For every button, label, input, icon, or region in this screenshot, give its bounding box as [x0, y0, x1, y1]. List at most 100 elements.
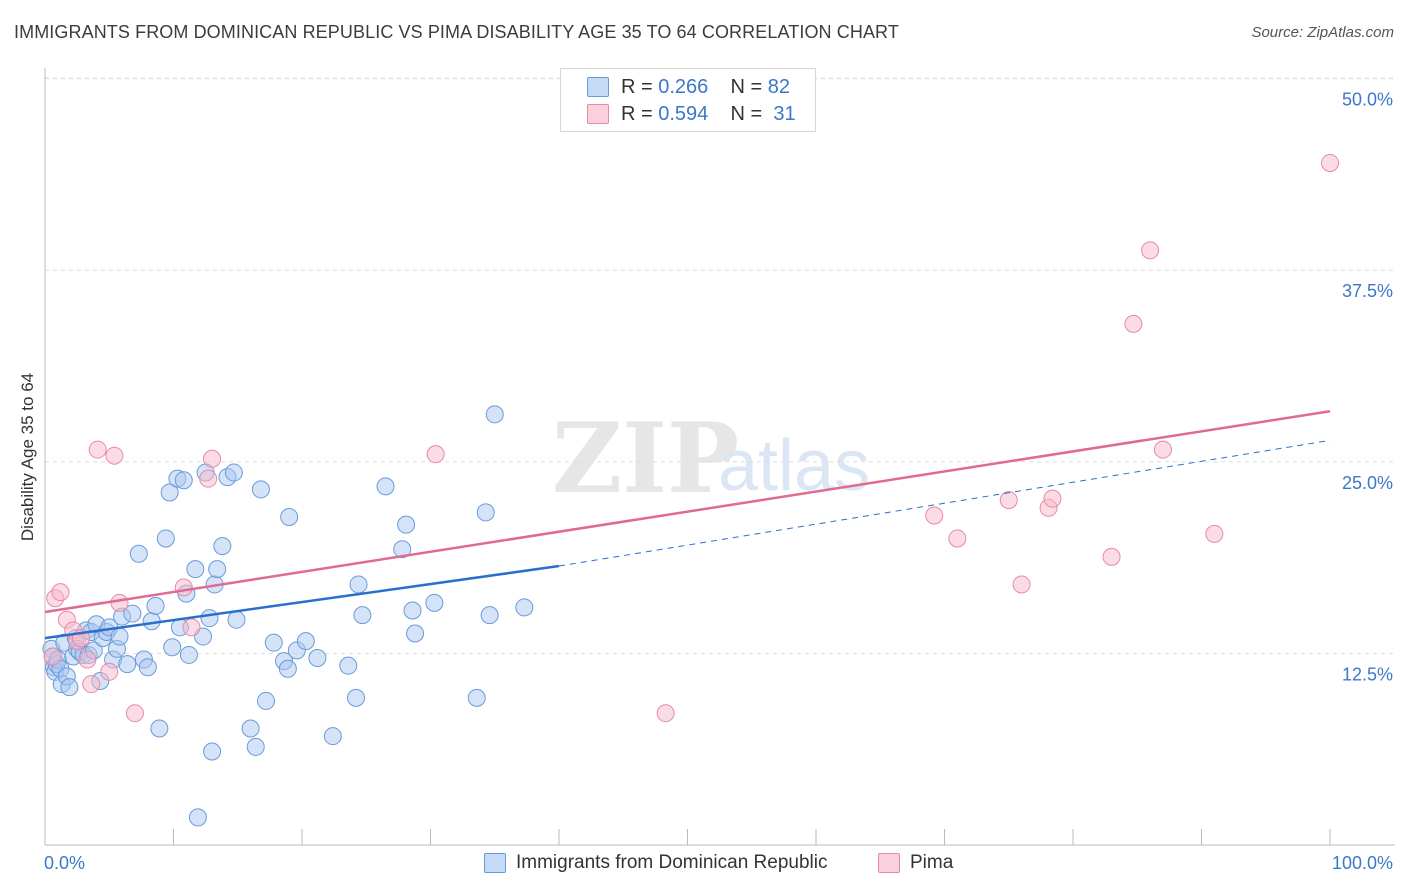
trendline-immigrants-extension — [558, 439, 1331, 567]
correlation-legend: R = 0.266 N = 82 R = 0.594 N = 31 — [560, 68, 816, 132]
point-immigrants — [257, 691, 276, 710]
point-pima — [1124, 314, 1143, 333]
chart-title: IMMIGRANTS FROM DOMINICAN REPUBLIC VS PI… — [14, 22, 899, 42]
point-pima — [174, 578, 193, 597]
point-pima — [105, 446, 124, 465]
point-pima — [110, 593, 129, 612]
x-tick-label: 0.0% — [44, 853, 85, 873]
point-immigrants — [406, 624, 425, 643]
point-immigrants — [346, 688, 365, 707]
point-immigrants — [160, 483, 179, 502]
point-immigrants — [476, 503, 495, 522]
point-pima — [100, 662, 119, 681]
point-pima — [999, 491, 1018, 510]
point-immigrants — [241, 719, 260, 738]
point-immigrants — [246, 737, 265, 756]
point-immigrants — [393, 540, 412, 559]
r-value: 0.266 — [658, 75, 709, 98]
point-immigrants — [349, 575, 368, 594]
watermark-zip: ZIP — [552, 402, 739, 515]
series-legend: Immigrants from Dominican Republic Pima — [0, 852, 1406, 878]
r-label: R = — [621, 75, 653, 98]
point-immigrants — [213, 537, 232, 556]
point-pima — [948, 529, 967, 548]
legend-item-pima: Pima — [878, 852, 953, 874]
r-label: R = — [621, 102, 653, 125]
y-tick-label: 25.0% — [1342, 473, 1393, 493]
point-pima — [1141, 241, 1160, 260]
point-immigrants — [323, 727, 342, 746]
point-pima — [51, 583, 70, 602]
legend-swatch-pink — [587, 104, 609, 124]
point-pima — [1012, 575, 1031, 594]
point-pima — [88, 440, 107, 459]
legend-row-pima: R = 0.594 N = 31 — [587, 101, 796, 127]
point-pima — [78, 650, 97, 669]
point-immigrants — [208, 560, 227, 579]
point-immigrants — [397, 515, 416, 534]
point-immigrants — [480, 606, 499, 625]
point-immigrants — [150, 719, 169, 738]
point-immigrants — [224, 463, 243, 482]
point-pima — [925, 506, 944, 525]
point-immigrants — [203, 742, 222, 761]
point-pima — [125, 704, 144, 723]
legend-label-immigrants: Immigrants from Dominican Republic — [516, 852, 828, 873]
n-value: 31 — [773, 102, 796, 125]
point-immigrants — [200, 609, 219, 628]
watermark-atlas: atlas — [718, 426, 870, 506]
point-immigrants — [123, 604, 142, 623]
point-immigrants — [339, 656, 358, 675]
point-immigrants — [188, 808, 207, 827]
point-pima — [1102, 547, 1121, 566]
point-immigrants — [146, 596, 165, 615]
source-label: Source: ZipAtlas.com — [1251, 24, 1394, 41]
point-pima — [1153, 440, 1172, 459]
point-pima — [1205, 524, 1224, 543]
point-immigrants — [376, 477, 395, 496]
point-immigrants — [403, 601, 422, 620]
y-tick-label: 12.5% — [1342, 664, 1393, 684]
point-pima — [199, 469, 218, 488]
point-immigrants — [308, 649, 327, 668]
point-immigrants — [485, 405, 504, 424]
point-pima — [82, 675, 101, 694]
point-immigrants — [156, 529, 175, 548]
legend-row-immigrants: R = 0.266 N = 82 — [587, 74, 790, 100]
point-immigrants — [227, 610, 246, 629]
point-pima — [1321, 153, 1339, 172]
legend-swatch-blue — [587, 77, 609, 97]
point-immigrants — [186, 560, 205, 579]
n-label: N = — [730, 75, 763, 98]
y-tick-label: 37.5% — [1342, 281, 1393, 301]
legend-item-immigrants: Immigrants from Dominican Republic — [484, 852, 828, 874]
point-immigrants — [353, 606, 372, 625]
legend-swatch-pink — [878, 853, 900, 873]
point-immigrants — [110, 627, 129, 646]
r-value: 0.594 — [658, 102, 709, 125]
point-pima — [43, 647, 62, 666]
point-immigrants — [251, 480, 270, 499]
point-pima — [182, 618, 201, 637]
point-pima — [203, 449, 222, 468]
point-immigrants — [118, 655, 137, 674]
point-immigrants — [515, 598, 534, 617]
x-tick-label: 100.0% — [1332, 853, 1393, 873]
point-immigrants — [60, 678, 79, 697]
point-immigrants — [296, 632, 315, 651]
legend-label-pima: Pima — [910, 852, 954, 873]
n-label: N = — [730, 102, 763, 125]
n-value: 82 — [767, 75, 791, 98]
legend-swatch-blue — [484, 853, 506, 873]
point-immigrants — [174, 471, 193, 490]
point-pima — [1043, 489, 1062, 508]
point-immigrants — [129, 544, 148, 563]
point-immigrants — [278, 659, 297, 678]
point-pima — [426, 445, 445, 464]
y-tick-label: 50.0% — [1342, 90, 1393, 110]
point-immigrants — [138, 658, 157, 677]
point-immigrants — [280, 508, 299, 527]
trendline-pima — [44, 410, 1331, 614]
point-immigrants — [163, 638, 182, 657]
